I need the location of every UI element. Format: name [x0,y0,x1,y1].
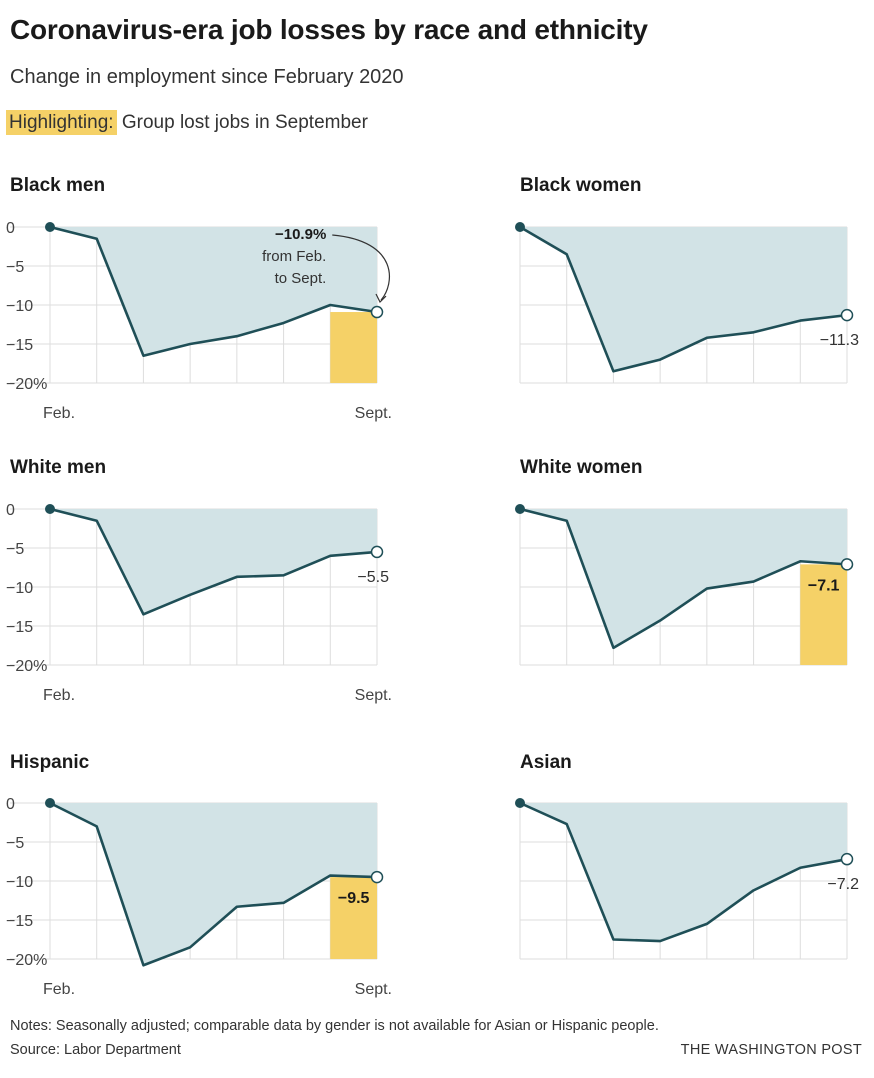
end-value-label: −11.3 [820,332,859,349]
panel-title-hispanic: Hispanic [10,752,90,773]
start-point [45,222,55,232]
september-highlight-bar [330,312,377,383]
end-value-label: −9.5 [338,890,370,907]
end-point [370,305,384,319]
annotation-arrowhead [375,293,387,304]
end-value-label: −7.2 [827,876,859,893]
credit-text: THE WASHINGTON POST [680,1042,862,1058]
x-tick-label-end: Sept. [355,405,392,422]
y-tick-label: −5 [6,259,24,276]
y-tick-label: −20% [6,952,47,969]
annotation-line-2: from Feb. [262,248,326,265]
x-tick-label-start: Feb. [43,405,75,422]
area-fill [520,227,847,372]
series-line [49,801,378,967]
annotation-arrow [332,234,391,301]
chart-asian: −7.2 [515,798,859,960]
highlight-legend-text: Group lost jobs in September [116,112,368,133]
panel-title-white-men: White men [10,457,107,478]
area-fill [520,803,847,942]
end-point [840,852,854,866]
highlight-legend: Highlighting: Group lost jobs in Septemb… [6,110,368,135]
end-value-label: −7.1 [808,577,840,594]
chart-black-women: −11.3 [515,222,859,384]
x-tick-label-end: Sept. [355,687,392,704]
september-highlight-bar [330,877,377,959]
y-tick-label: −15 [6,337,33,354]
end-point [370,545,384,559]
notes-text: Notes: Seasonally adjusted; comparable d… [10,1018,659,1034]
chart-white-women: −7.1 [515,504,854,666]
series-line [519,225,848,373]
panel-title-asian: Asian [520,752,572,773]
end-point [370,870,384,884]
highlight-legend-key: Highlighting: [6,110,117,135]
y-tick-label: −15 [6,913,33,930]
y-tick-label: −20% [6,658,47,675]
chart-subtitle: Change in employment since February 2020 [10,66,404,88]
panel-title-white-women: White women [520,457,643,478]
y-tick-label: 0 [6,796,15,813]
end-value-label: −5.5 [357,569,389,586]
series-line [519,801,848,943]
series-line [49,507,378,616]
chart-hispanic: 0 −5 −10 −15 −20% Feb. Sept. −9.5 [6,796,392,998]
area-fill [50,509,377,615]
start-point [515,222,525,232]
annotation-line-3: to Sept. [275,270,327,287]
start-point [515,798,525,808]
chart-black-men: 0 −5 −10 −15 −20% Feb. Sept. −10.9% from Feb. to … [6,220,392,422]
annotation-line-1: −10.9% [275,226,326,243]
y-tick-label: −10 [6,580,33,597]
x-tick-label-start: Feb. [43,687,75,704]
y-tick-label: 0 [6,220,15,237]
y-tick-label: −10 [6,874,33,891]
y-tick-label: −15 [6,619,33,636]
chart-title: Coronavirus-era job losses by race and e… [10,14,648,45]
panel-title-black-men: Black men [10,175,106,196]
x-tick-label-start: Feb. [43,981,75,998]
y-tick-label: 0 [6,502,15,519]
start-point [45,504,55,514]
x-tick-label-end: Sept. [355,981,392,998]
y-tick-label: −5 [6,541,24,558]
y-tick-label: −20% [6,376,47,393]
panel-title-black-women: Black women [520,175,642,196]
source-text: Source: Labor Department [10,1042,181,1058]
start-point [45,798,55,808]
end-point [840,308,854,322]
end-point [840,558,854,571]
series-line [519,507,848,650]
chart-white-men: 0 −5 −10 −15 −20% Feb. Sept. −5.5 [6,502,392,704]
y-tick-label: −5 [6,835,24,852]
start-point [515,504,525,514]
september-highlight-bar [800,564,847,665]
y-tick-label: −10 [6,298,33,315]
series-line [49,225,378,357]
area-fill [50,803,377,966]
